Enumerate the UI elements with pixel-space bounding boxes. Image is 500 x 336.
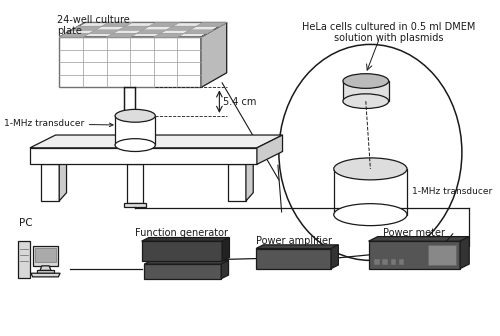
Polygon shape [201,23,226,87]
Ellipse shape [343,74,388,88]
Text: 5.4 cm: 5.4 cm [223,97,256,107]
Polygon shape [72,26,102,30]
Ellipse shape [115,110,156,122]
Polygon shape [127,164,144,203]
Polygon shape [106,34,136,37]
Polygon shape [124,87,135,148]
Polygon shape [30,148,257,164]
Ellipse shape [334,204,407,226]
Polygon shape [38,270,54,273]
Polygon shape [390,259,396,265]
Polygon shape [184,30,214,34]
Polygon shape [222,238,230,261]
Polygon shape [221,260,228,279]
Polygon shape [136,30,166,34]
Polygon shape [382,259,388,265]
Ellipse shape [351,76,380,86]
Polygon shape [142,241,222,261]
Polygon shape [246,161,253,201]
Polygon shape [256,249,331,269]
Polygon shape [90,30,120,34]
Polygon shape [154,34,184,37]
Text: 1-MHz transducer: 1-MHz transducer [4,120,113,128]
Polygon shape [257,135,282,164]
Polygon shape [30,135,282,148]
Polygon shape [34,248,56,262]
Polygon shape [18,241,30,278]
Polygon shape [256,245,338,249]
Polygon shape [228,164,246,201]
Polygon shape [460,237,469,269]
Polygon shape [331,245,338,269]
Polygon shape [144,260,228,264]
Polygon shape [196,23,226,26]
Polygon shape [166,26,196,30]
Polygon shape [368,241,460,269]
Polygon shape [124,203,146,207]
Ellipse shape [343,94,388,109]
Polygon shape [334,169,407,215]
Polygon shape [115,116,156,145]
Text: HeLa cells cultured in 0.5 ml DMEM
solution with plasmids: HeLa cells cultured in 0.5 ml DMEM solut… [302,22,476,43]
Polygon shape [59,23,226,37]
Polygon shape [32,246,58,266]
Polygon shape [428,245,456,265]
Text: Power amplifier: Power amplifier [256,236,332,246]
Text: Function generator: Function generator [136,228,228,239]
Polygon shape [150,23,180,26]
Polygon shape [144,264,221,279]
Polygon shape [41,164,59,201]
Polygon shape [374,259,380,265]
Ellipse shape [334,158,407,180]
Polygon shape [40,266,51,270]
Polygon shape [142,238,230,241]
Polygon shape [31,273,60,277]
Polygon shape [120,26,150,30]
Text: PC: PC [19,218,32,228]
Text: Power meter: Power meter [384,228,446,239]
Polygon shape [102,23,132,26]
Ellipse shape [115,139,156,152]
Polygon shape [343,81,388,101]
Polygon shape [59,37,201,87]
Polygon shape [59,161,66,201]
Text: 1-MHz transducer: 1-MHz transducer [412,187,492,196]
Polygon shape [399,259,404,265]
Polygon shape [59,34,90,37]
Ellipse shape [279,44,462,260]
Polygon shape [368,237,469,241]
Text: 24-well culture
plate: 24-well culture plate [58,14,130,36]
